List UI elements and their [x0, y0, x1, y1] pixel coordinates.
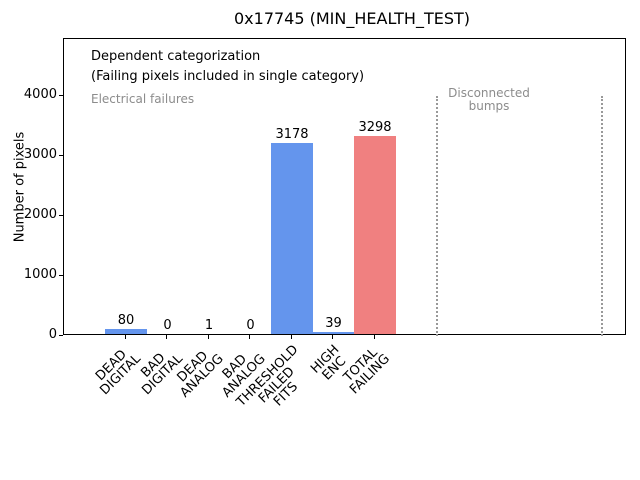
separator-dotted-line	[436, 96, 438, 336]
y-tick-label: 1000	[23, 267, 57, 282]
y-tick-mark	[59, 334, 63, 336]
x-tick-mark	[373, 335, 375, 339]
x-tick-mark	[207, 335, 209, 339]
x-tick-mark	[290, 335, 292, 339]
y-tick-label: 0	[48, 327, 57, 342]
y-tick-mark	[59, 94, 63, 96]
y-tick-mark	[59, 274, 63, 276]
x-tick-label: DEAD DIGITAL	[93, 347, 145, 399]
bar-dead-digital	[105, 329, 147, 334]
x-tick-mark	[166, 335, 167, 339]
separator-dotted-line	[600, 96, 603, 336]
x-tick-mark	[249, 335, 250, 339]
annotation-disconnected-bumps: Disconnected bumps	[448, 86, 530, 113]
bar-value-label: 0	[163, 318, 172, 333]
bar-value-label: 1	[204, 317, 214, 333]
x-tick-mark	[124, 335, 126, 339]
bar-value-label: 3178	[275, 127, 309, 143]
annotation-line-2: (Failing pixels included in single categ…	[91, 69, 365, 84]
y-tick-label: 3000	[23, 147, 57, 162]
bar-value-label: 39	[325, 315, 342, 331]
x-tick-mark	[332, 335, 333, 339]
bar-high-enc	[312, 331, 355, 334]
bar-total-failing	[354, 136, 396, 334]
bar-value-label: 0	[246, 318, 255, 333]
x-tick-label: TOTAL FAILING	[341, 345, 394, 398]
annotation-dependent-categorization: Dependent categorization (Failing pixels…	[91, 47, 364, 87]
y-tick-label: 2000	[23, 207, 57, 222]
bar-value-label: 80	[117, 313, 135, 329]
x-tick-label: DEAD ANALOG	[174, 348, 228, 401]
annotation-line-1: Dependent categorization	[91, 49, 261, 64]
y-tick-mark	[59, 154, 63, 156]
chart-title: 0x17745 (MIN_HEALTH_TEST)	[233, 9, 471, 28]
y-tick-mark	[59, 214, 63, 216]
plot-area: 80 0 1 0 3178 39 3298 Dependent categorization…	[63, 38, 626, 336]
y-tick-label: 4000	[23, 87, 57, 102]
bar-threshold-failed-fits	[271, 143, 313, 334]
annotation-electrical-failures: Electrical failures	[91, 92, 195, 106]
bar-value-label: 3298	[358, 120, 392, 136]
